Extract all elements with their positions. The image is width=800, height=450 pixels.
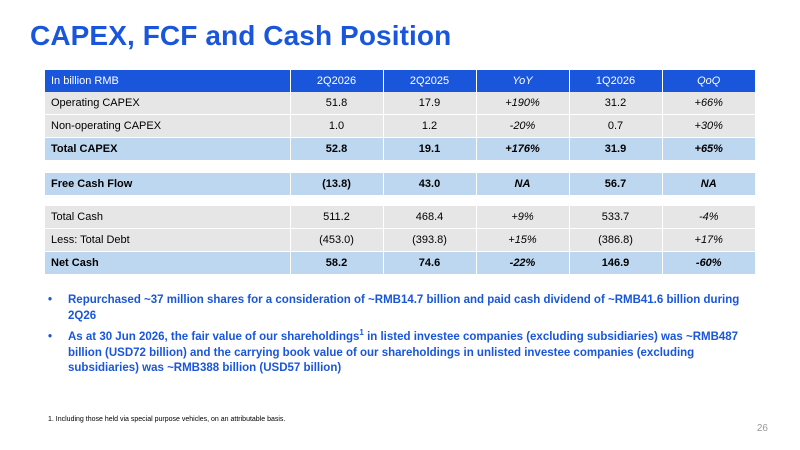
cell-yoy: +15% bbox=[475, 228, 569, 252]
row-label: Net Cash bbox=[45, 251, 290, 274]
fcf-table: Free Cash Flow (13.8) 43.0 NA 56.7 NA bbox=[45, 173, 755, 195]
table-row-total-cash: Total Cash 511.2 468.4 +9% 533.7 -4% bbox=[45, 206, 755, 229]
cell-2q2025: 74.6 bbox=[382, 251, 476, 274]
cell-qoq: +66% bbox=[661, 92, 755, 115]
table-row-operating-capex: Operating CAPEX 51.8 17.9 +190% 31.2 +66… bbox=[45, 92, 755, 115]
cell-2q2026: 51.8 bbox=[289, 92, 383, 115]
cell-2q2025: 1.2 bbox=[382, 114, 476, 138]
table-row-non-operating-capex: Non-operating CAPEX 1.0 1.2 -20% 0.7 +30… bbox=[45, 114, 755, 138]
bullet-item-repurchase: • Repurchased ~37 million shares for a c… bbox=[48, 293, 758, 324]
cell-qoq: NA bbox=[661, 173, 755, 195]
header-cell-2q2026: 2Q2026 bbox=[289, 70, 383, 92]
cell-1q2026: 31.9 bbox=[568, 137, 662, 160]
cell-yoy: -20% bbox=[475, 114, 569, 138]
cell-2q2026: 511.2 bbox=[289, 206, 383, 229]
cell-yoy: +9% bbox=[475, 206, 569, 229]
cash-table: Total Cash 511.2 468.4 +9% 533.7 -4% Les… bbox=[45, 206, 755, 274]
row-label: Operating CAPEX bbox=[45, 92, 290, 115]
row-label: Less: Total Debt bbox=[45, 228, 290, 252]
row-label: Non-operating CAPEX bbox=[45, 114, 290, 138]
row-label: Free Cash Flow bbox=[45, 173, 290, 195]
cell-yoy: -22% bbox=[475, 251, 569, 274]
row-label: Total Cash bbox=[45, 206, 290, 229]
table-row-total-debt: Less: Total Debt (453.0) (393.8) +15% (3… bbox=[45, 228, 755, 252]
table-row-net-cash: Net Cash 58.2 74.6 -22% 146.9 -60% bbox=[45, 251, 755, 274]
cell-yoy: NA bbox=[475, 173, 569, 195]
header-cell-2q2025: 2Q2025 bbox=[382, 70, 476, 92]
cell-2q2026: 58.2 bbox=[289, 251, 383, 274]
cell-2q2025: 468.4 bbox=[382, 206, 476, 229]
cell-2q2026: 52.8 bbox=[289, 137, 383, 160]
capex-table: In billion RMB 2Q2026 2Q2025 YoY 1Q2026 … bbox=[45, 70, 755, 160]
header-cell-yoy: YoY bbox=[475, 70, 569, 92]
bullet-icon: • bbox=[48, 331, 53, 343]
row-label: Total CAPEX bbox=[45, 137, 290, 160]
cell-1q2026: (386.8) bbox=[568, 228, 662, 252]
cell-yoy: +176% bbox=[475, 137, 569, 160]
bullet-text: Repurchased ~37 million shares for a con… bbox=[68, 294, 740, 322]
cell-2q2025: (393.8) bbox=[382, 228, 476, 252]
cell-yoy: +190% bbox=[475, 92, 569, 115]
cell-qoq: +30% bbox=[661, 114, 755, 138]
cell-2q2025: 19.1 bbox=[382, 137, 476, 160]
bullet-list: • Repurchased ~37 million shares for a c… bbox=[48, 293, 758, 383]
cell-1q2026: 533.7 bbox=[568, 206, 662, 229]
table-row-total-capex: Total CAPEX 52.8 19.1 +176% 31.9 +65% bbox=[45, 137, 755, 160]
cell-2q2026: (13.8) bbox=[289, 173, 383, 195]
cell-qoq: +17% bbox=[661, 228, 755, 252]
cell-qoq: +65% bbox=[661, 137, 755, 160]
cell-1q2026: 0.7 bbox=[568, 114, 662, 138]
header-cell-1q2026: 1Q2026 bbox=[568, 70, 662, 92]
cell-1q2026: 146.9 bbox=[568, 251, 662, 274]
page-number: 26 bbox=[756, 423, 768, 434]
page-title: CAPEX, FCF and Cash Position bbox=[30, 20, 452, 51]
table-row-free-cash-flow: Free Cash Flow (13.8) 43.0 NA 56.7 NA bbox=[45, 173, 755, 195]
footnote: 1. Including those held via special purp… bbox=[48, 416, 286, 423]
bullet-text-part2: in listed investee companies (excluding … bbox=[68, 331, 739, 374]
header-cell-label: In billion RMB bbox=[45, 70, 290, 92]
header-cell-qoq: QoQ bbox=[661, 70, 755, 92]
cell-2q2025: 17.9 bbox=[382, 92, 476, 115]
table-header-row: In billion RMB 2Q2026 2Q2025 YoY 1Q2026 … bbox=[45, 70, 755, 92]
bullet-text-part1: As at 30 Jun 2026, the fair value of our… bbox=[68, 331, 360, 343]
cell-2q2026: (453.0) bbox=[289, 228, 383, 252]
bullet-item-shareholdings: • As at 30 Jun 2026, the fair value of o… bbox=[48, 328, 758, 377]
cell-2q2026: 1.0 bbox=[289, 114, 383, 138]
cell-qoq: -4% bbox=[661, 206, 755, 229]
footnote-marker: 1 bbox=[359, 328, 364, 338]
cell-qoq: -60% bbox=[661, 251, 755, 274]
bullet-icon: • bbox=[48, 294, 53, 306]
cell-1q2026: 31.2 bbox=[568, 92, 662, 115]
cell-2q2025: 43.0 bbox=[382, 173, 476, 195]
cell-1q2026: 56.7 bbox=[568, 173, 662, 195]
